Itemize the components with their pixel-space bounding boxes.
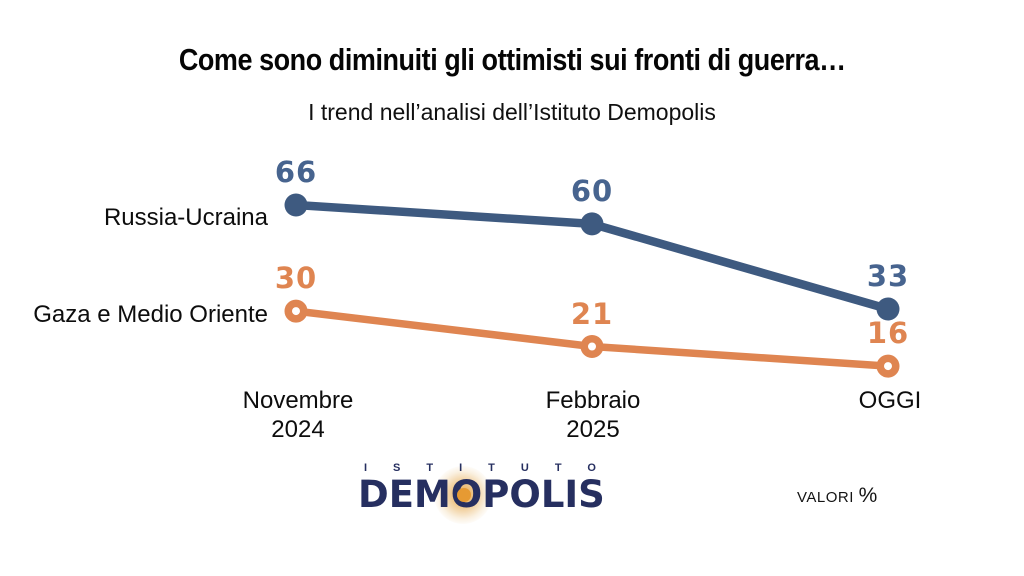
x-axis-label-line1: OGGI	[858, 387, 922, 414]
x-axis-label-line1: Novembre	[242, 387, 354, 414]
page-subtitle: I trend nell’analisi dell’Istituto Demop…	[308, 99, 716, 125]
value-label: 60	[570, 173, 614, 208]
page-title-text: Come sono diminuiti gli ottimisti sui fr…	[178, 42, 846, 77]
page-title: Come sono diminuiti gli ottimisti sui fr…	[0, 42, 1024, 78]
x-axis-label-novembre-2024: Novembre 2024	[188, 386, 408, 444]
data-point-marker	[284, 299, 308, 323]
logo-istituto-text: ISTITUTO	[364, 462, 622, 474]
x-axis-label-line1: Febbraio	[545, 387, 641, 414]
data-point-marker	[580, 335, 604, 358]
x-axis-label-line2: 2025	[566, 416, 620, 443]
x-axis-label-febbraio-2025: Febbraio 2025	[483, 386, 703, 444]
values-unit-label: VALORI	[797, 489, 859, 506]
logo-demopolis-text: DEMOPOLIS	[358, 466, 638, 524]
value-label: 66	[274, 155, 318, 189]
data-point-marker	[876, 354, 900, 378]
data-point-marker	[284, 193, 308, 217]
series-label-russia-ucraina: Russia-Ucraina	[103, 204, 268, 231]
x-axis-label-line2: 2024	[271, 416, 325, 443]
logo-wordmark: DEMOPOLIS	[358, 473, 605, 516]
values-unit-note: VALORI %	[797, 484, 877, 508]
value-label: 16	[866, 316, 910, 351]
value-label: 21	[570, 296, 614, 331]
percent-symbol: %	[858, 484, 878, 507]
data-point-marker	[580, 212, 604, 236]
logo-center-dot-icon	[457, 488, 471, 502]
series-label-gaza-medio-oriente: Gaza e Medio Oriente	[33, 301, 268, 328]
value-label: 33	[866, 259, 910, 293]
x-axis-label-oggi: OGGI	[780, 386, 1000, 415]
demopolis-logo: ISTITUTO DEMOPOLIS	[358, 462, 638, 524]
value-label: 30	[274, 261, 318, 296]
data-point-marker	[876, 297, 900, 321]
